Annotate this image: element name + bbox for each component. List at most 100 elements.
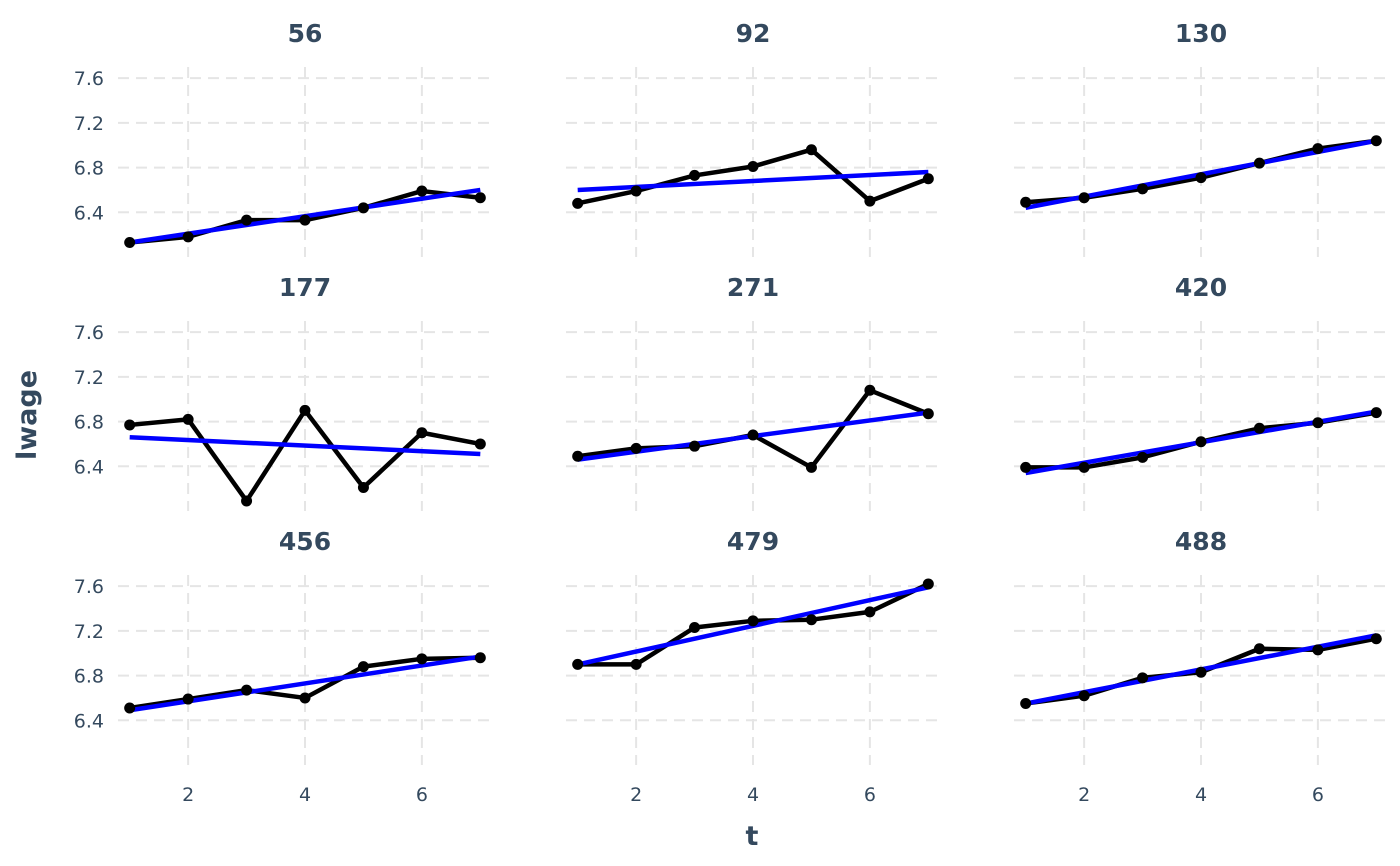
y-tick-label: 6.8 bbox=[74, 158, 104, 180]
x-tick-label: 4 bbox=[747, 784, 759, 806]
data-point bbox=[241, 214, 253, 226]
data-point bbox=[1137, 183, 1149, 195]
data-point bbox=[416, 653, 428, 665]
facet-panel-271: 271 bbox=[566, 273, 940, 511]
data-point bbox=[747, 429, 759, 441]
fit-line bbox=[577, 169, 929, 193]
data-point bbox=[1020, 196, 1032, 208]
x-tick-label: 6 bbox=[416, 784, 428, 806]
y-tick-label: 6.8 bbox=[74, 666, 104, 688]
y-axis-title: lwage bbox=[12, 370, 43, 460]
data-point bbox=[747, 160, 759, 172]
data-point bbox=[299, 692, 311, 704]
data-point bbox=[864, 195, 876, 207]
data-point bbox=[689, 169, 701, 181]
y-tick-label: 7.6 bbox=[74, 576, 104, 598]
x-axis-title: t bbox=[746, 821, 759, 852]
data-point bbox=[1312, 417, 1324, 429]
data-point bbox=[630, 185, 642, 197]
data-point bbox=[689, 622, 701, 634]
data-point bbox=[572, 658, 584, 670]
data-point bbox=[1078, 192, 1090, 204]
data-point bbox=[1020, 461, 1032, 473]
data-point bbox=[630, 442, 642, 454]
data-point bbox=[1020, 698, 1032, 710]
data-point bbox=[1370, 135, 1382, 147]
facet-panel-92: 92 bbox=[566, 19, 940, 257]
data-point bbox=[805, 144, 817, 156]
facet-title: 420 bbox=[1175, 273, 1227, 302]
data-point bbox=[474, 438, 486, 450]
data-point bbox=[241, 495, 253, 507]
data-point bbox=[630, 658, 642, 670]
y-tick-label: 6.4 bbox=[74, 456, 104, 478]
data-point bbox=[241, 684, 253, 696]
data-point bbox=[689, 440, 701, 452]
y-tick-label: 7.2 bbox=[74, 367, 104, 389]
y-tick-label: 6.4 bbox=[74, 710, 104, 732]
facet-panel-420: 420 bbox=[1014, 273, 1388, 511]
data-point bbox=[299, 214, 311, 226]
x-tick-label: 2 bbox=[630, 784, 642, 806]
data-point bbox=[805, 461, 817, 473]
data-point bbox=[182, 693, 194, 705]
data-point bbox=[1370, 407, 1382, 419]
data-point bbox=[474, 192, 486, 204]
facet-title: 488 bbox=[1175, 527, 1227, 556]
x-tick-label: 4 bbox=[299, 784, 311, 806]
data-point bbox=[1253, 643, 1265, 655]
facet-title: 271 bbox=[727, 273, 779, 302]
facet-title: 456 bbox=[279, 527, 331, 556]
y-tick-label: 7.2 bbox=[74, 113, 104, 135]
data-point bbox=[922, 578, 934, 590]
data-point bbox=[1195, 172, 1207, 184]
data-point bbox=[1253, 422, 1265, 434]
facet-panel-130: 130 bbox=[1014, 19, 1388, 257]
y-tick-label: 7.6 bbox=[74, 322, 104, 344]
data-point bbox=[747, 615, 759, 627]
x-tick-label: 2 bbox=[1078, 784, 1090, 806]
x-tick-label: 4 bbox=[1195, 784, 1207, 806]
data-point bbox=[124, 236, 136, 248]
facet-panel-56: 56 6.4 6.8 7.2 7.6 bbox=[74, 19, 492, 257]
data-point bbox=[357, 661, 369, 673]
data-point bbox=[357, 202, 369, 214]
data-point bbox=[124, 419, 136, 431]
fit-line bbox=[129, 434, 481, 457]
x-tick-label: 6 bbox=[1312, 784, 1324, 806]
data-point bbox=[1312, 644, 1324, 656]
data-point bbox=[864, 606, 876, 618]
data-point bbox=[922, 408, 934, 420]
data-point bbox=[474, 652, 486, 664]
data-point bbox=[572, 197, 584, 209]
y-tick-label: 7.2 bbox=[74, 621, 104, 643]
data-point bbox=[416, 185, 428, 197]
data-point bbox=[1137, 672, 1149, 684]
data-point bbox=[357, 482, 369, 494]
data-point bbox=[1078, 461, 1090, 473]
facet-title: 479 bbox=[727, 527, 779, 556]
data-point bbox=[1312, 143, 1324, 155]
x-tick-label: 6 bbox=[864, 784, 876, 806]
data-point bbox=[1253, 157, 1265, 169]
y-tick-label: 7.6 bbox=[74, 68, 104, 90]
data-point bbox=[299, 404, 311, 416]
facet-title: 177 bbox=[279, 273, 331, 302]
data-point bbox=[572, 450, 584, 462]
data-point bbox=[182, 413, 194, 425]
data-point bbox=[124, 702, 136, 714]
data-point bbox=[416, 427, 428, 439]
data-point bbox=[805, 614, 817, 626]
facet-panel-177: 177 6.4 6.8 7.2 7.6 bbox=[74, 273, 492, 511]
facet-title: 92 bbox=[736, 19, 771, 48]
data-point bbox=[1078, 690, 1090, 702]
data-point bbox=[1195, 436, 1207, 448]
y-tick-label: 6.8 bbox=[74, 412, 104, 434]
facet-panel-479: 479 2 4 6 bbox=[566, 527, 940, 806]
data-point bbox=[1137, 451, 1149, 463]
facet-panel-488: 488 2 4 6 bbox=[1014, 527, 1388, 806]
facet-title: 56 bbox=[288, 19, 323, 48]
facet-title: 130 bbox=[1175, 19, 1227, 48]
